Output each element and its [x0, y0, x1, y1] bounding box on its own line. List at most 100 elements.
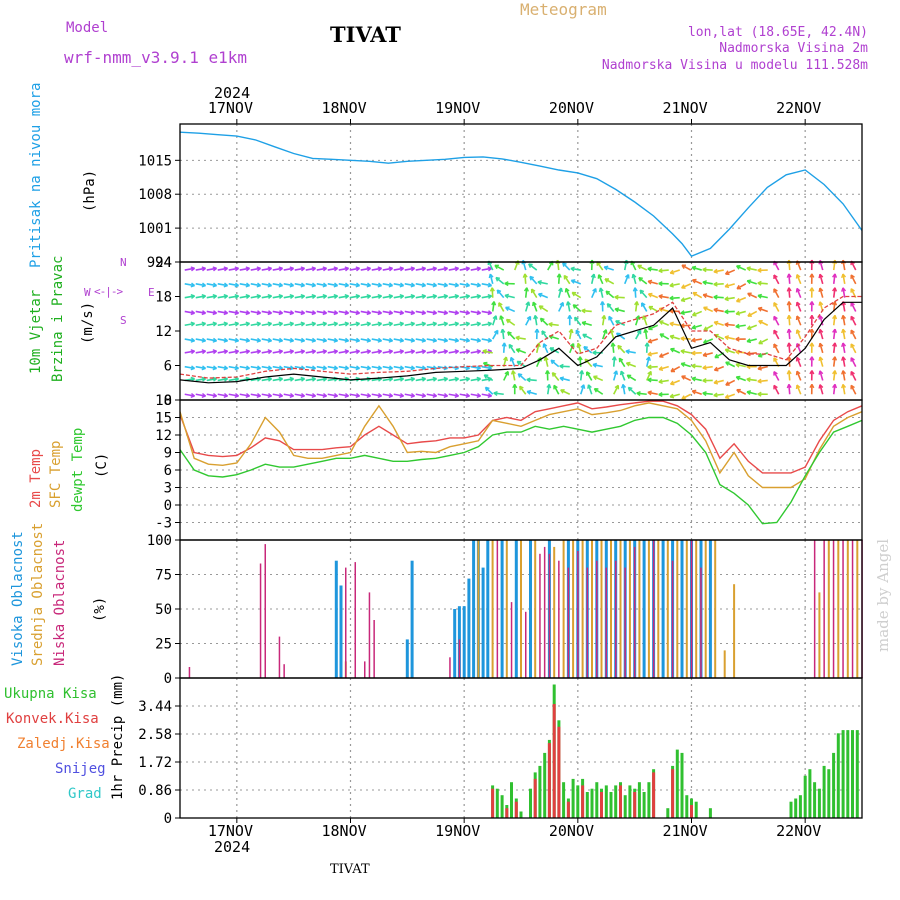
wind-barb-head	[322, 266, 328, 272]
wind-barb	[437, 377, 448, 382]
wind-barb-head	[658, 294, 663, 300]
wind-barb-head	[795, 384, 801, 390]
total-precip-bar	[538, 765, 542, 818]
wind-barb-head	[608, 315, 613, 321]
high-cloud-bar	[481, 567, 485, 678]
wind-barb	[382, 377, 393, 382]
wind-barb-head	[487, 337, 493, 343]
wind-barb	[305, 350, 316, 354]
wind-barb-head	[333, 349, 339, 355]
wind-barb-head	[669, 334, 675, 340]
wind-barb-head	[421, 321, 427, 327]
wind-barb-head	[565, 301, 571, 306]
low-cloud-bar	[586, 567, 589, 678]
wind-barb-head	[443, 337, 449, 343]
wind-barb	[746, 267, 757, 271]
wind-barb	[587, 384, 593, 395]
wind-barb-head	[515, 335, 520, 341]
wind-barb-head	[832, 383, 838, 389]
wind-barb-head	[399, 310, 405, 316]
wind-barb-head	[627, 386, 633, 392]
wind-barb	[437, 350, 448, 354]
wind-barb	[195, 322, 206, 327]
wind-barb-head	[818, 356, 824, 362]
wind-barb-head	[234, 349, 240, 355]
wind-barb	[404, 350, 415, 354]
wind-barb	[647, 391, 658, 396]
wind-barb	[404, 267, 415, 271]
mid-cloud-bar	[572, 540, 575, 678]
wind-barb-head	[432, 349, 438, 355]
wind-barb	[819, 384, 824, 395]
wind-barb	[327, 310, 338, 314]
wind-barb	[217, 267, 228, 271]
wind-barb-head	[333, 321, 339, 327]
wind-barb	[184, 267, 195, 271]
wind-barb	[426, 338, 437, 342]
y-tick-label: 18	[155, 290, 172, 306]
wind-barb	[404, 295, 415, 299]
wind-barb-head	[617, 344, 622, 350]
y-tick-label: 24	[155, 255, 172, 271]
wind-barb-head	[795, 329, 801, 334]
wind-barb	[448, 283, 459, 287]
wind-barb-head	[410, 392, 416, 398]
wind-barb	[316, 350, 327, 354]
wind-barb	[616, 332, 626, 340]
mid-cloud-bar	[818, 592, 821, 678]
wind-barb	[393, 338, 404, 342]
wind-barb	[415, 377, 426, 382]
wind-barb-head	[525, 301, 531, 306]
wind-barb-head	[190, 282, 196, 288]
wind-barb-head	[410, 365, 416, 371]
wind-barb	[773, 260, 780, 271]
wind-barb-head	[300, 376, 306, 382]
wind-barb	[415, 393, 426, 397]
low-cloud-bar	[596, 560, 598, 678]
wind-barb-head	[786, 273, 792, 278]
wind-barb	[483, 374, 494, 382]
high-cloud-bar	[529, 540, 532, 678]
wind-barb-head	[300, 310, 306, 316]
wind-barb-head	[572, 304, 578, 309]
wind-barb	[562, 262, 571, 271]
wind-barb	[626, 374, 637, 382]
wind-barb-head	[510, 370, 516, 375]
low-cloud-bar	[605, 567, 607, 678]
wind-barb	[393, 322, 404, 327]
wind-barb	[659, 333, 670, 340]
wind-barb	[680, 337, 691, 340]
wind-barb-head	[432, 282, 438, 288]
wind-barb-head	[201, 266, 207, 272]
compass-cross-icon: <-|->	[94, 285, 123, 298]
wind-barb	[725, 269, 736, 275]
wind-barb-head	[278, 282, 284, 288]
wind-barb	[819, 329, 824, 340]
wind-barb	[645, 356, 650, 367]
wind-barb	[735, 363, 746, 368]
wind-barb-head	[724, 335, 730, 341]
wind-barb	[316, 322, 327, 327]
wind-barb-head	[611, 356, 617, 361]
wind-barb-head	[278, 293, 284, 299]
wind-barb	[459, 322, 470, 327]
wind-barb	[349, 283, 360, 287]
wind-barb	[691, 324, 702, 329]
wind-barb	[788, 287, 791, 298]
wind-barb-head	[809, 328, 815, 333]
wind-barb-head	[631, 273, 637, 279]
station-title: TIVAT	[330, 22, 401, 47]
low-cloud-bar	[633, 546, 636, 678]
low-cloud-bar	[823, 540, 825, 678]
wind-barb-head	[355, 392, 361, 398]
wind-barb-head	[680, 297, 686, 303]
wind-barb-head	[399, 282, 405, 288]
low-cloud-bar	[543, 546, 546, 678]
wind-barb	[415, 283, 426, 287]
wind-barb	[239, 393, 250, 397]
wind-barb	[613, 384, 619, 395]
wind-barb-head	[647, 364, 652, 370]
low-cloud-bar	[577, 551, 579, 678]
wind-barb-head	[795, 301, 801, 307]
